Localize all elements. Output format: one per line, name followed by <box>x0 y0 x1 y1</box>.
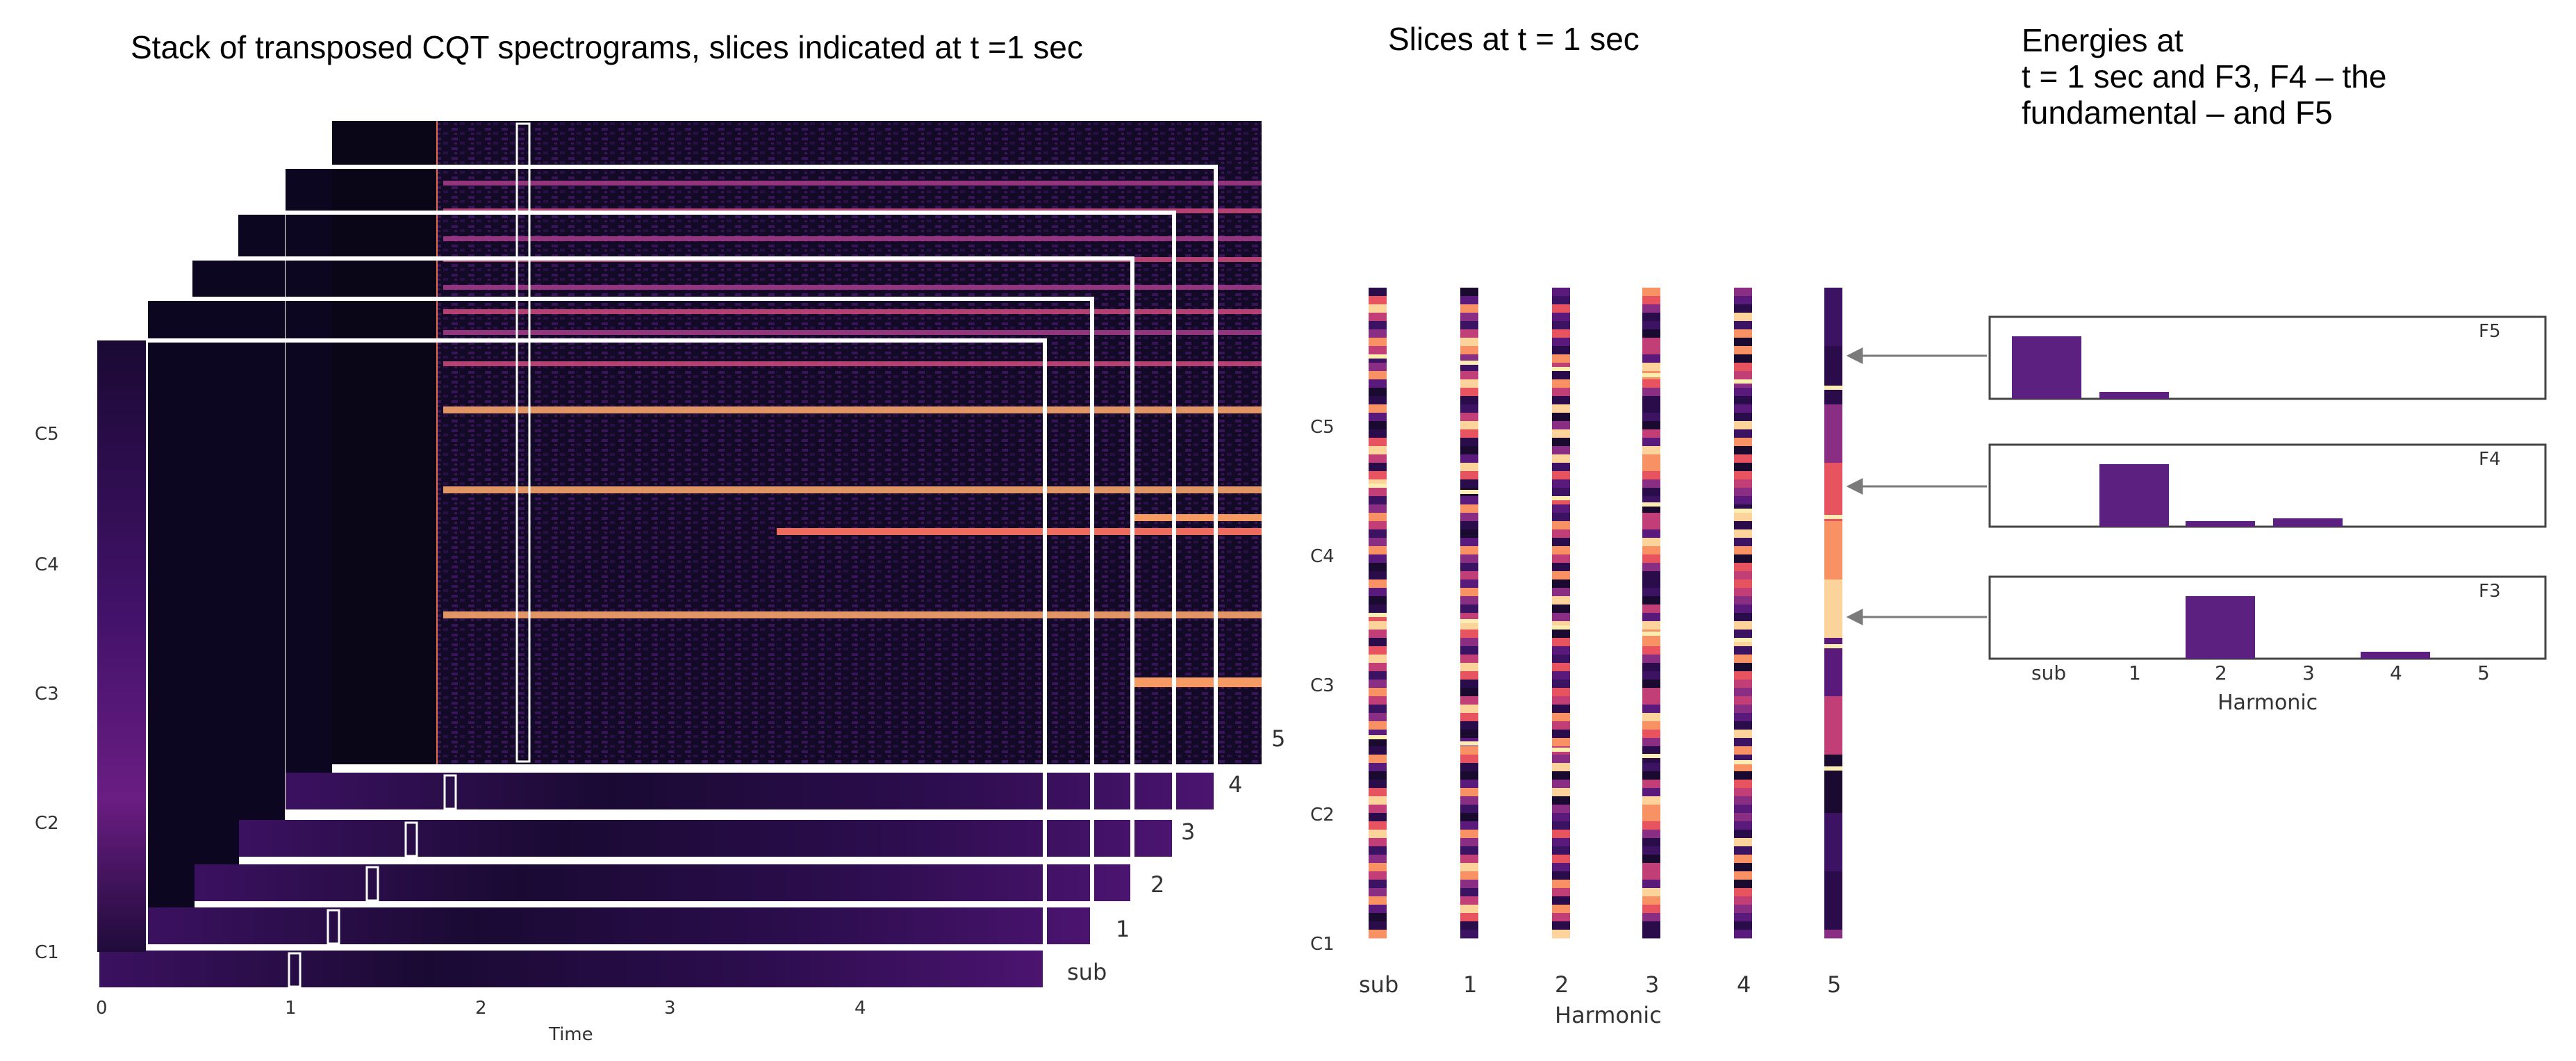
slice-marker-sub <box>288 952 302 988</box>
stack-x-axis-label: Time <box>549 1024 593 1045</box>
slice-column-1 <box>1460 288 1478 939</box>
front-layer-left-edge <box>97 340 146 952</box>
slice-marker-2 <box>365 866 379 902</box>
spectrogram-layer-3 <box>234 211 1176 861</box>
energy-panel-F5 <box>1846 315 2547 400</box>
energy-bar-F4-2 <box>2186 521 2255 527</box>
slices-y-tick-C2: C2 <box>1310 805 1335 825</box>
slices-y-tick-C4: C4 <box>1310 546 1335 567</box>
energy-bar-F4-3 <box>2273 518 2343 527</box>
spectrogram-strip-1 <box>146 907 1092 946</box>
stack-y-tick-C4: C4 <box>35 554 59 575</box>
energy-panel-label-F3: F3 <box>2479 581 2501 602</box>
energies-title-line-1: Energies at <box>2022 22 2183 58</box>
slices-y-tick-C1: C1 <box>1310 934 1335 955</box>
spectrogram-strip-sub <box>97 951 1045 989</box>
energy-bar-F3-2 <box>2186 596 2255 659</box>
slice-column-3 <box>1642 288 1660 939</box>
energies-x-tick-sub: sub <box>2031 661 2067 684</box>
stack-x-tick-3: 3 <box>664 998 676 1019</box>
stack-y-tick-C3: C3 <box>35 684 59 705</box>
energies-x-tick-4: 4 <box>2390 661 2402 684</box>
energies-title-line-3: fundamental – and F5 <box>2022 94 2333 131</box>
stack-x-tick-1: 1 <box>285 998 297 1019</box>
stack-x-tick-4: 4 <box>854 998 866 1019</box>
slices-x-tick-sub: sub <box>1359 971 1399 998</box>
spectrogram-strip-2 <box>190 864 1132 903</box>
slices-y-tick-C3: C3 <box>1310 675 1335 696</box>
slice-columns <box>1369 288 1842 939</box>
energies-x-tick-1: 1 <box>2129 661 2141 684</box>
stack-y-tick-C5: C5 <box>35 424 59 445</box>
spectrogram-layer-2 <box>188 256 1134 905</box>
spectrogram-strip-3 <box>236 820 1174 859</box>
stack-layer-label-2: 2 <box>1150 871 1165 898</box>
energies-title-line-2: t = 1 sec and F3, F4 – the <box>2022 58 2387 94</box>
energy-panel-frame-F4 <box>1988 443 2547 528</box>
stack-title: Stack of transposed CQT spectrograms, sl… <box>131 29 1083 65</box>
energy-bar-F3-4 <box>2361 652 2430 659</box>
slice-marker-4 <box>443 774 457 810</box>
spectrogram-layer-5 <box>332 121 1262 764</box>
slice-column-sub <box>1369 288 1387 939</box>
energy-panels <box>1846 315 2547 660</box>
slice-column-4 <box>1734 288 1752 939</box>
stack-y-tick-C1: C1 <box>35 942 59 963</box>
slice-marker-5 <box>515 122 531 763</box>
stack-y-tick-C2: C2 <box>35 813 59 834</box>
spectrogram-layer-1 <box>144 297 1094 948</box>
stack-layer-label-5: 5 <box>1271 725 1286 752</box>
energies-x-tick-2: 2 <box>2215 661 2227 684</box>
slices-x-tick-3: 3 <box>1645 971 1660 998</box>
slice-column-5 <box>1824 288 1842 939</box>
slices-title: Slices at t = 1 sec <box>1388 21 1640 57</box>
stack-x-tick-0: 0 <box>96 998 108 1019</box>
slices-x-tick-1: 1 <box>1463 971 1478 998</box>
slices-x-tick-4: 4 <box>1737 971 1751 998</box>
energy-panel-frame-F3 <box>1988 575 2547 660</box>
energy-bar-F4-1 <box>2099 464 2169 527</box>
stack-x-tick-2: 2 <box>475 998 487 1019</box>
energy-panel-label-F5: F5 <box>2479 321 2501 342</box>
stack-layer-label-1: 1 <box>1116 916 1130 942</box>
spectrogram-image-5 <box>332 121 1262 764</box>
stack-layer-label-sub: sub <box>1067 959 1107 985</box>
stack-layer-label-3: 3 <box>1181 819 1196 845</box>
slices-x-tick-2: 2 <box>1555 971 1569 998</box>
slice-marker-1 <box>327 909 340 945</box>
slices-x-tick-5: 5 <box>1827 971 1842 998</box>
slices-y-tick-C5: C5 <box>1310 417 1335 438</box>
energy-panel-frame-F5 <box>1988 315 2547 400</box>
stack-layer-label-4: 4 <box>1228 771 1243 798</box>
energies-x-axis-label: Harmonic <box>2218 691 2318 715</box>
spectrogram-strip-4 <box>283 773 1216 812</box>
energy-panel-F3 <box>1846 575 2547 660</box>
energies-title: Energies at t = 1 sec and F3, F4 – the f… <box>2022 22 2386 131</box>
slice-column-2 <box>1552 288 1570 939</box>
slices-x-axis-label: Harmonic <box>1555 1002 1662 1028</box>
slice-marker-3 <box>404 821 418 857</box>
energy-bar-F5-sub <box>2012 336 2081 399</box>
energies-x-tick-5: 5 <box>2477 661 2490 684</box>
energies-x-tick-3: 3 <box>2302 661 2315 684</box>
energy-bar-F5-1 <box>2099 392 2169 399</box>
spectrogram-stack <box>95 121 1262 992</box>
energy-panel-F4 <box>1846 443 2547 528</box>
energy-panel-label-F4: F4 <box>2479 449 2501 470</box>
